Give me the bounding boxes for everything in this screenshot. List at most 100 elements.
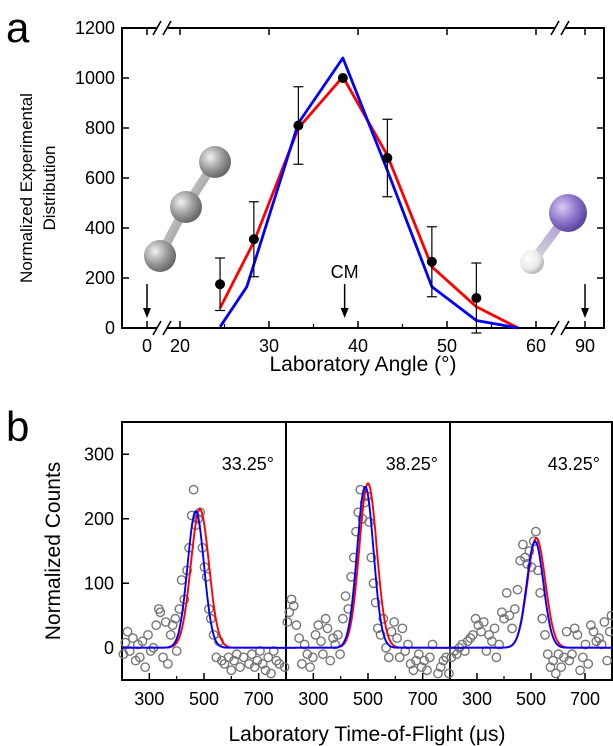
tof-point-0-4 [127, 633, 138, 643]
data-point-a-5 [426, 256, 437, 267]
x-tick-label-b-0-1: 500 [189, 689, 219, 709]
tof-point-2-39 [545, 662, 556, 672]
tof-point-2-30 [524, 546, 535, 556]
axis-break-slash-0-0-1 [152, 20, 162, 36]
tof-point-1-1 [284, 607, 295, 618]
tof-point-1-56 [424, 652, 435, 663]
tof-point-1-12 [313, 620, 324, 631]
tof-point-2-20 [499, 613, 509, 624]
tof-point-0-50 [244, 659, 255, 669]
tof-point-2-42 [553, 649, 564, 660]
tof-point-1-15 [320, 613, 331, 624]
tof-point-2-48 [569, 623, 580, 634]
tof-point-2-2 [451, 649, 462, 660]
tof-point-2-25 [512, 584, 523, 595]
tof-point-0-7 [134, 652, 145, 663]
data-point-a-1 [248, 234, 259, 245]
tof-point-1-45 [394, 652, 405, 663]
axis-break-gap-0-0 [157, 24, 167, 32]
tof-point-0-19 [165, 630, 176, 640]
tof-point-1-16 [322, 623, 333, 634]
c3-molecule-illustration [144, 146, 231, 272]
tof-point-1-50 [408, 665, 419, 676]
tof-fit-2-1 [450, 540, 612, 649]
x-tick-label-b-2-2: 700 [570, 689, 600, 709]
tof-point-1-5 [294, 633, 304, 643]
tof-point-2-35 [535, 588, 546, 598]
tof-point-1-43 [389, 617, 400, 627]
axis-break-slash-1-1-2 [560, 320, 570, 336]
x-tick-label-a-3: 40 [348, 336, 368, 356]
axis-break-slash-0-1-1 [152, 320, 162, 336]
y-tick-label-a-6: 1200 [75, 18, 115, 38]
x-tick-label-b-2-1: 500 [516, 689, 546, 709]
tof-point-1-19 [330, 639, 341, 650]
tof-point-1-23 [340, 591, 351, 601]
tof-point-2-16 [489, 623, 500, 634]
direction-arrow-head-2 [581, 308, 589, 318]
tof-point-0-8 [137, 636, 148, 647]
tof-point-0-38 [208, 630, 219, 640]
plot-frame-a [121, 27, 605, 329]
x-tick-label-b-2-0: 300 [462, 689, 492, 709]
tof-point-0-47 [235, 662, 246, 672]
tof-fit-1-0 [286, 481, 450, 649]
x-tick-label-b-1-1: 500 [353, 689, 383, 709]
y-axis-title-b: Normalized Counts [42, 462, 65, 641]
x-tick-label-b-1-0: 300 [298, 689, 328, 709]
tof-point-0-24 [176, 575, 187, 585]
tof-point-1-14 [317, 649, 328, 660]
x-tick-label-b-1-2: 700 [408, 689, 438, 709]
tof-point-0-56 [260, 665, 271, 676]
tof-point-1-6 [296, 659, 307, 669]
tof-point-1-7 [299, 639, 310, 650]
tof-point-1-33 [364, 517, 374, 527]
data-point-a-3 [337, 73, 348, 83]
tof-point-0-9 [140, 662, 151, 672]
tof-point-2-18 [494, 639, 504, 650]
tof-point-2-37 [540, 630, 550, 640]
data-point-a-2 [293, 120, 304, 131]
tof-fit-1-1 [286, 485, 450, 649]
tof-point-1-57 [427, 639, 438, 650]
tof-point-2-45 [561, 626, 572, 637]
tof-point-1-17 [325, 655, 336, 666]
tof-point-2-27 [518, 539, 528, 550]
panel-b-letter: b [6, 403, 29, 450]
tof-point-1-21 [335, 649, 345, 660]
tof-point-0-43 [223, 652, 234, 663]
tof-point-2-36 [537, 613, 548, 624]
axis-break-slash-1-1-1 [550, 320, 560, 336]
tof-point-1-62 [441, 652, 452, 663]
tof-point-2-0 [446, 652, 457, 663]
tof-point-2-17 [491, 652, 502, 663]
tof-point-2-54 [586, 620, 596, 631]
tof-point-2-7 [465, 633, 476, 643]
data-point-a-6 [471, 293, 482, 303]
tof-point-2-33 [531, 526, 541, 537]
tof-point-0-63 [279, 662, 290, 672]
tof-point-1-22 [337, 613, 348, 624]
data-point-a-0 [215, 279, 226, 290]
plot-frame-b [121, 421, 613, 681]
tof-point-0-60 [271, 655, 282, 666]
tof-point-1-11 [310, 630, 321, 640]
tof-point-2-6 [462, 636, 473, 647]
tof-point-0-2 [122, 626, 133, 637]
panel-a-chart: 0 200 400 600 800 1000 1200 0 20 30 40 50 60 90 Labora… [17, 18, 605, 376]
angle-label-2: 43.25° [548, 454, 600, 474]
y-tick-label-b-1: 100 [84, 573, 114, 593]
axis-break-slash-1-0-2 [560, 20, 570, 36]
tof-point-1-53 [416, 662, 427, 672]
x-tick-label-a-5: 60 [526, 336, 546, 356]
tof-point-2-61 [604, 626, 613, 637]
y-axis-title-a-line1: Normalized Experimental [17, 93, 36, 283]
tof-point-1-49 [405, 659, 416, 669]
tof-point-2-62 [606, 610, 613, 621]
panel-b-chart: 0 100 200 300 Normalized Counts Laboratory Ti… [42, 421, 613, 746]
tof-point-0-48 [238, 652, 249, 663]
tof-point-2-44 [559, 652, 569, 663]
tof-point-0-10 [143, 630, 153, 640]
tof-point-0-52 [249, 662, 260, 672]
tof-point-2-10 [473, 620, 484, 631]
